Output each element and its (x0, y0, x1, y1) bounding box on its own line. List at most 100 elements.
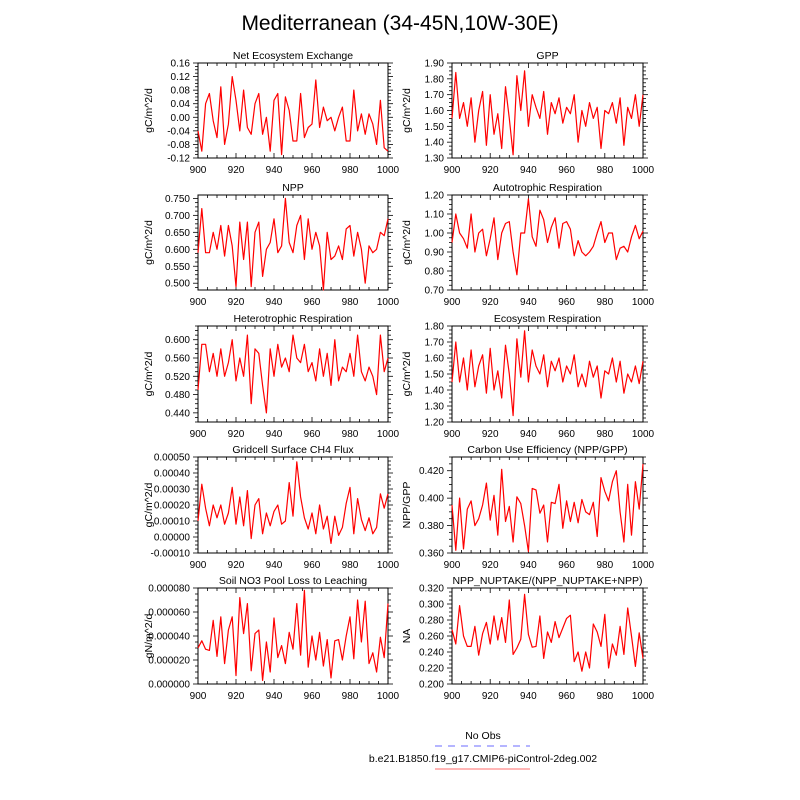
figure-title: Mediterranean (34-45N,10W-30E) (241, 12, 558, 35)
y-tick-label: 0.70 (425, 286, 445, 297)
y-tick-label: -0.04 (167, 126, 190, 137)
y-tick-label: 0.320 (419, 584, 444, 595)
x-tick-label: 980 (596, 297, 613, 308)
plot-frame (451, 325, 644, 423)
y-tick-label: 0.280 (419, 616, 444, 627)
x-tick-label: 960 (558, 165, 575, 176)
x-tick-label: 920 (228, 560, 245, 571)
x-tick-label: 1000 (377, 297, 400, 308)
y-axis-label: gN/m^2/d (143, 614, 155, 659)
panel-6: 900 920 940 960 980 1000 1.20 1.30 1.40 1.50 1.60 1… (401, 313, 655, 440)
y-tick-label: 1.00 (425, 229, 445, 240)
legend-model-label: b.e21.B1850.f19_g17.CMIP6-piControl-2deg… (369, 753, 597, 765)
panel-title: NPP (282, 182, 304, 194)
y-tick-label: 0.04 (171, 99, 191, 110)
x-tick-label: 920 (482, 691, 499, 702)
x-tick-label: 1000 (632, 691, 655, 702)
panel-3: 900 920 940 960 980 1000 0.500 0.550 0.600 0.650 0… (143, 182, 400, 308)
y-tick-label: 0.000060 (148, 608, 190, 619)
x-tick-label: 900 (444, 560, 461, 571)
y-tick-label: 0.600 (165, 245, 190, 256)
y-tick-label: -0.12 (167, 154, 190, 165)
series-line (197, 334, 389, 414)
y-tick-label: 0.08 (171, 86, 191, 97)
x-tick-label: 940 (520, 297, 537, 308)
panel-title: Heterotrophic Respiration (233, 313, 352, 325)
y-tick-label: 1.80 (425, 322, 445, 333)
y-tick-label: 0.00020 (154, 501, 191, 512)
x-tick-label: 960 (304, 691, 321, 702)
panel-title: Net Ecosystem Exchange (233, 50, 353, 62)
panel-7: 900 920 940 960 980 1000 -0.00010 0.00000 0.0001… (143, 444, 400, 571)
series-line (451, 330, 644, 417)
x-tick-label: 980 (342, 429, 359, 440)
x-tick-label: 900 (444, 165, 461, 176)
y-tick-label: 1.30 (425, 154, 445, 165)
x-tick-label: 980 (342, 297, 359, 308)
y-tick-label: 1.40 (425, 386, 445, 397)
x-tick-label: 940 (520, 691, 537, 702)
y-axis-label: gC/m^2/d (401, 88, 413, 133)
y-tick-label: -0.08 (167, 140, 190, 151)
y-tick-label: 1.50 (425, 370, 445, 381)
x-tick-label: 900 (190, 297, 207, 308)
panel-9: 900 920 940 960 980 1000 0.000000 0.000020 0.000… (143, 575, 400, 702)
x-tick-label: 940 (266, 560, 283, 571)
y-tick-label: 1.60 (425, 106, 445, 117)
y-tick-label: 0.550 (165, 262, 190, 273)
panel-title: Autotrophic Respiration (493, 182, 602, 194)
series-line (451, 70, 644, 156)
x-tick-label: 960 (558, 429, 575, 440)
y-axis-label: gC/m^2/d (143, 88, 155, 133)
x-tick-label: 1000 (632, 165, 655, 176)
x-tick-label: 940 (266, 429, 283, 440)
y-axis-label: gC/m^2/d (401, 220, 413, 265)
y-tick-label: 1.80 (425, 74, 445, 85)
y-tick-label: 0.00050 (154, 453, 191, 464)
panel-4: 900 920 940 960 980 1000 0.70 0.80 0.90 1.00 1.10 1… (401, 182, 655, 308)
y-tick-label: 0.000020 (148, 656, 190, 667)
x-tick-label: 920 (482, 560, 499, 571)
y-tick-label: 1.70 (425, 338, 445, 349)
series-line (451, 463, 644, 553)
y-tick-label: 1.50 (425, 122, 445, 133)
x-tick-label: 920 (482, 165, 499, 176)
x-tick-label: 980 (342, 560, 359, 571)
y-axis-label: gC/m^2/d (143, 220, 155, 265)
panel-10: 900 920 940 960 980 1000 0.200 0.220 0.240 0.260 0… (401, 575, 655, 702)
y-axis-label: gC/m^2/d (143, 483, 155, 528)
panel-title: NPP_NUPTAKE/(NPP_NUPTAKE+NPP) (452, 575, 642, 587)
x-tick-label: 900 (190, 165, 207, 176)
plot-frame (197, 325, 389, 423)
x-tick-label: 980 (596, 429, 613, 440)
y-tick-label: 0.000000 (148, 680, 190, 691)
x-tick-label: 900 (444, 691, 461, 702)
y-axis-label: NA (401, 629, 413, 644)
x-tick-label: 900 (444, 297, 461, 308)
x-tick-label: 980 (342, 691, 359, 702)
y-tick-label: 0.260 (419, 632, 444, 643)
panel-title: Carbon Use Efficiency (NPP/GPP) (467, 444, 627, 456)
y-tick-label: 0.360 (419, 549, 444, 560)
x-tick-label: 920 (228, 691, 245, 702)
y-tick-label: 0.16 (171, 59, 191, 70)
y-tick-label: 0.700 (165, 211, 190, 222)
x-tick-label: 1000 (632, 297, 655, 308)
x-tick-label: 1000 (377, 560, 400, 571)
series-line (197, 461, 389, 545)
panels: 900 920 940 960 980 1000 -0.12 -0.08 -0.04 0.00 0.… (143, 50, 655, 702)
x-tick-label: 960 (304, 297, 321, 308)
y-tick-label: 0.220 (419, 664, 444, 675)
y-tick-label: 0.200 (419, 680, 444, 691)
x-tick-label: 920 (482, 297, 499, 308)
y-tick-label: 0.00000 (154, 533, 191, 544)
plot-frame (451, 587, 644, 685)
y-tick-label: 0.520 (165, 372, 190, 383)
x-tick-label: 940 (520, 560, 537, 571)
legend-obs-label: No Obs (465, 730, 501, 742)
x-tick-label: 980 (342, 165, 359, 176)
y-tick-label: 1.30 (425, 402, 445, 413)
series-line (451, 198, 644, 276)
y-tick-label: 0.000040 (148, 632, 190, 643)
